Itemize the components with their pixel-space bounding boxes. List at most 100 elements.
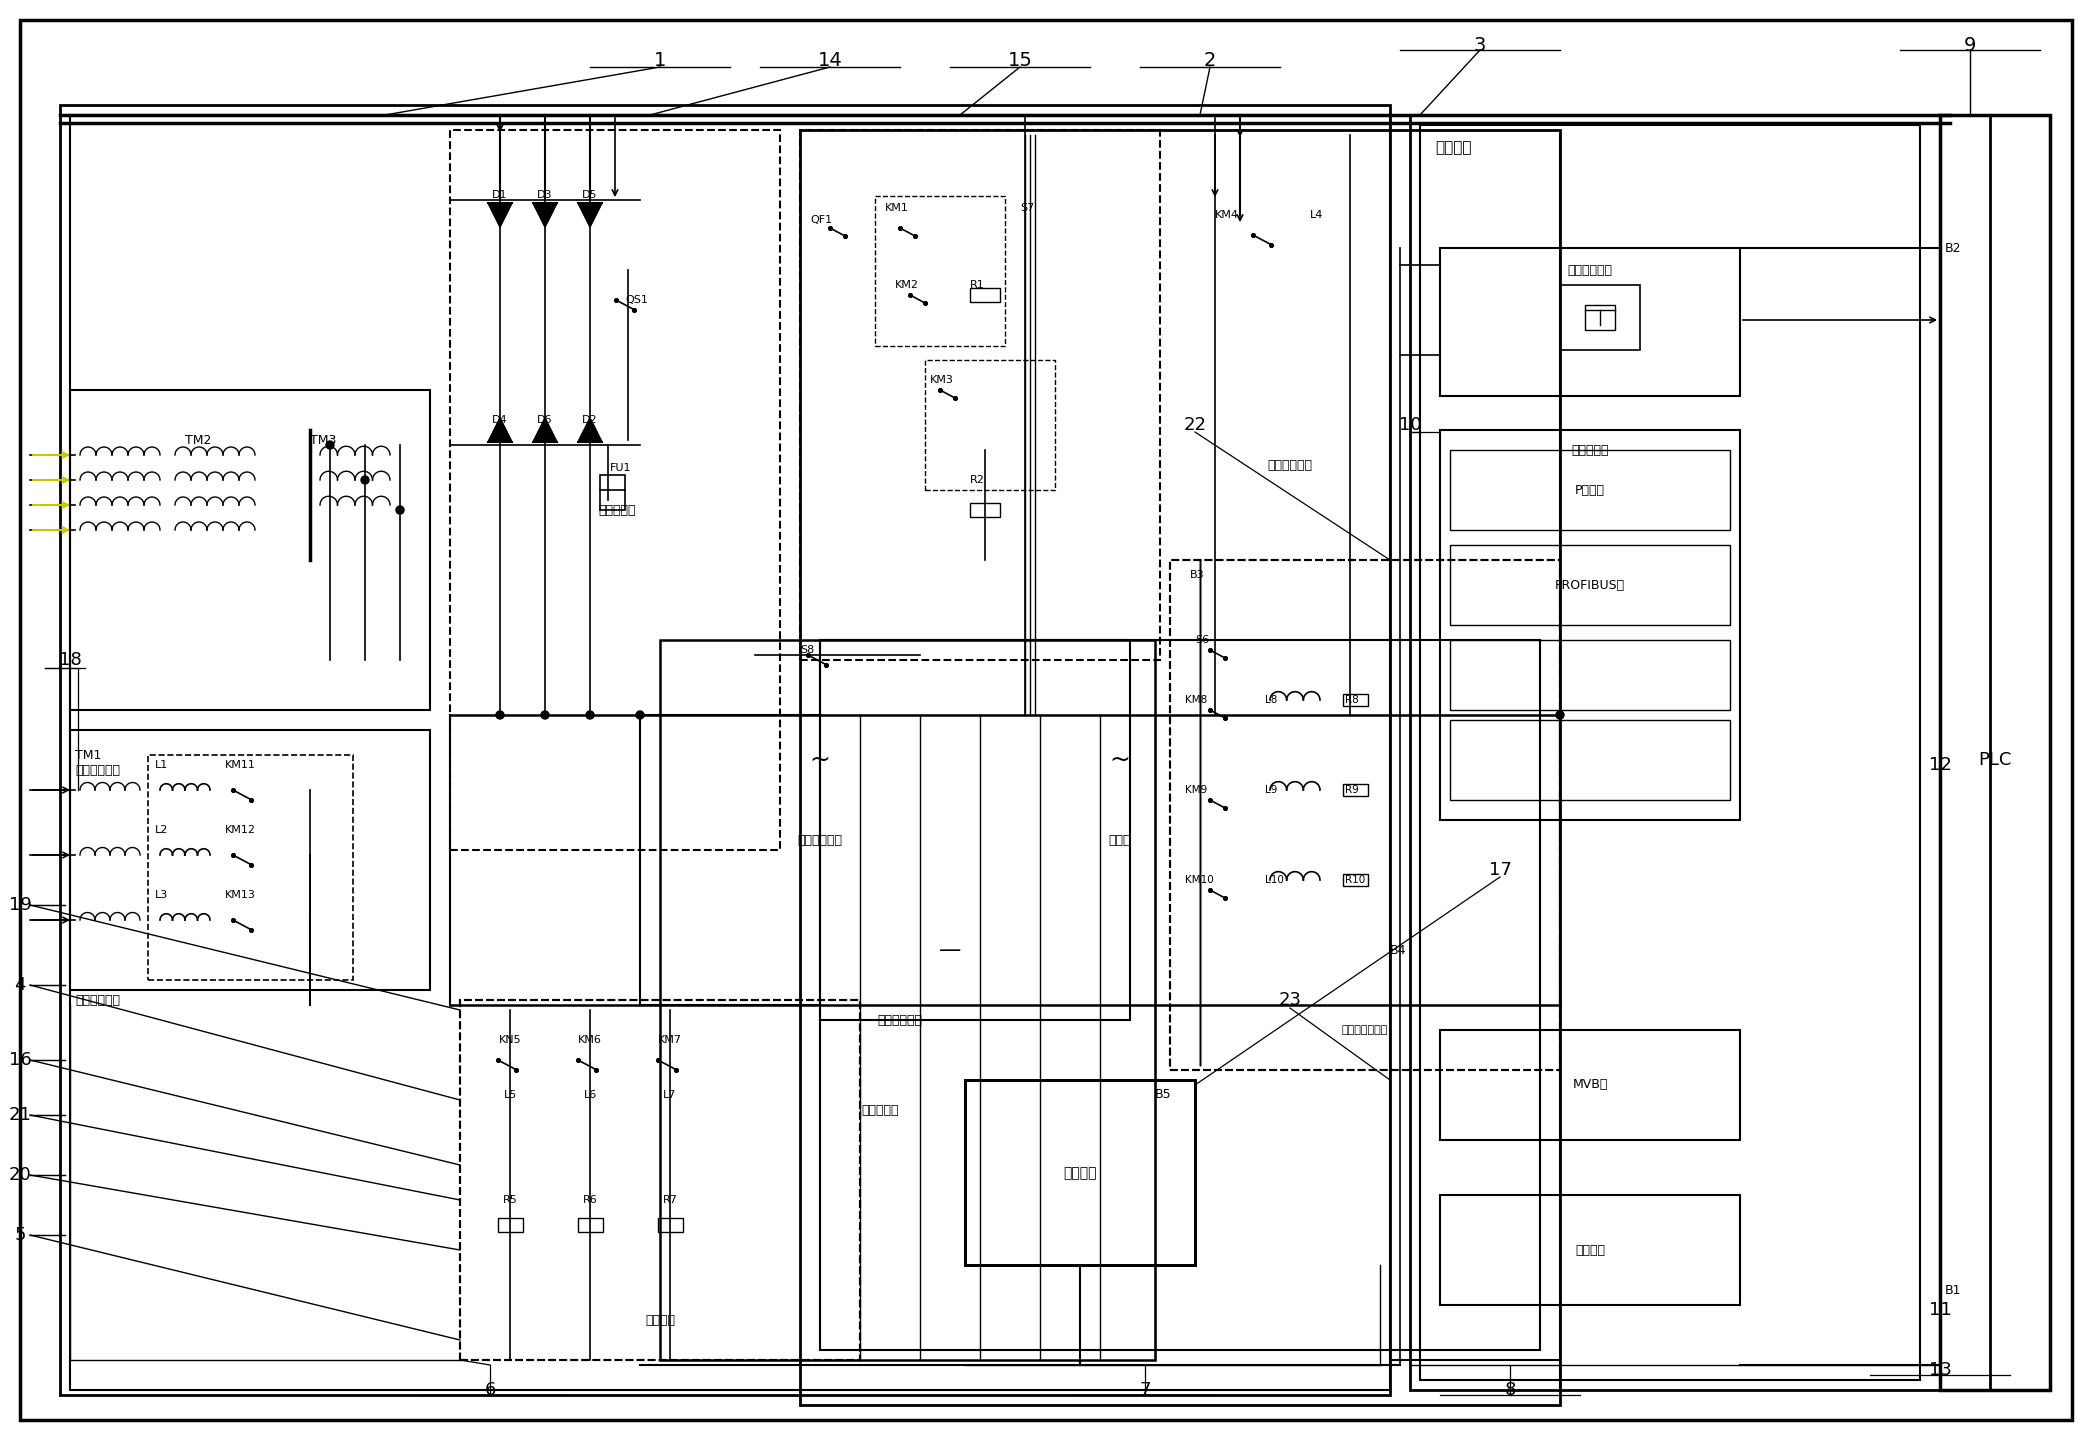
Text: 阻抗负载: 阻抗负载	[644, 1313, 676, 1326]
Text: KM3: KM3	[931, 374, 954, 384]
Bar	[799, 130, 1159, 660]
Text: KM13: KM13	[226, 890, 255, 900]
Bar	[600, 475, 626, 510]
Bar	[1561, 285, 1640, 350]
Bar	[799, 130, 1561, 1405]
Text: S6: S6	[1195, 635, 1209, 645]
Text: L2: L2	[155, 825, 167, 835]
Text: L3: L3	[155, 890, 167, 900]
Bar	[450, 130, 780, 850]
Polygon shape	[487, 203, 513, 228]
Text: 10: 10	[1400, 416, 1420, 433]
Bar	[874, 196, 1004, 346]
Text: S8: S8	[799, 645, 814, 655]
Bar	[925, 360, 1054, 490]
Circle shape	[496, 711, 504, 719]
Text: 22: 22	[1184, 416, 1207, 433]
Bar	[820, 639, 1540, 1351]
Bar	[69, 730, 431, 991]
Text: 6: 6	[485, 1381, 496, 1400]
Text: B5: B5	[1155, 1089, 1172, 1102]
Text: B3: B3	[1190, 570, 1205, 580]
Text: 16: 16	[8, 1051, 31, 1068]
Text: 信号调理电路: 信号调理电路	[1567, 264, 1613, 276]
Text: KM4: KM4	[1215, 210, 1238, 220]
Bar	[460, 999, 860, 1359]
Bar	[149, 755, 354, 981]
Circle shape	[586, 711, 594, 719]
Text: ~: ~	[1109, 747, 1130, 772]
Bar	[820, 639, 1130, 1020]
Text: B1: B1	[1946, 1283, 1962, 1296]
Text: TM1: TM1	[75, 749, 100, 762]
Text: L6: L6	[584, 1090, 596, 1100]
Text: 牵引变流器: 牵引变流器	[862, 1103, 900, 1116]
Text: 逆变器阻抗负载: 逆变器阻抗负载	[1341, 1025, 1389, 1035]
Text: KM9: KM9	[1184, 785, 1207, 795]
Bar	[1343, 783, 1368, 796]
Text: 冷却系统: 冷却系统	[1063, 1166, 1096, 1179]
Text: 1: 1	[655, 50, 665, 69]
Text: 工业计算机: 工业计算机	[1571, 444, 1609, 456]
Polygon shape	[533, 203, 556, 228]
Bar	[1450, 544, 1730, 625]
Bar	[1343, 694, 1368, 706]
Text: 20: 20	[8, 1166, 31, 1184]
Polygon shape	[577, 418, 602, 442]
Text: R7: R7	[663, 1195, 678, 1205]
Text: 8: 8	[1504, 1381, 1517, 1400]
Bar	[1450, 639, 1730, 710]
Polygon shape	[577, 203, 602, 228]
Text: 过压斩波电路: 过压斩波电路	[877, 1014, 923, 1027]
Text: R5: R5	[502, 1195, 517, 1205]
Circle shape	[1556, 711, 1565, 719]
Text: 13: 13	[1929, 1361, 1952, 1380]
Text: 充流电回路: 充流电回路	[598, 504, 636, 517]
Bar	[659, 639, 1155, 1359]
Text: 测控系统: 测控系统	[1435, 141, 1471, 156]
Text: R8: R8	[1345, 696, 1358, 706]
Text: TM2: TM2	[184, 433, 211, 446]
Text: 机车模拟电源: 机车模拟电源	[75, 994, 119, 1007]
Text: D3: D3	[538, 190, 552, 200]
Text: KM7: KM7	[659, 1035, 682, 1045]
Text: PROFIBUS卡: PROFIBUS卡	[1554, 579, 1625, 592]
Bar	[1169, 560, 1561, 1070]
Text: KM11: KM11	[226, 760, 255, 770]
Text: D1: D1	[492, 190, 508, 200]
Circle shape	[395, 505, 404, 514]
Text: 12: 12	[1929, 756, 1952, 775]
Text: L9: L9	[1266, 785, 1278, 795]
Text: 2: 2	[1203, 50, 1215, 69]
Text: P采集卡: P采集卡	[1575, 484, 1605, 497]
Bar	[971, 503, 1000, 517]
Text: B2: B2	[1946, 242, 1962, 255]
Text: R10: R10	[1345, 876, 1366, 886]
Text: 11: 11	[1929, 1300, 1952, 1319]
Text: R2: R2	[971, 475, 985, 485]
Text: TM3: TM3	[310, 433, 337, 446]
Bar	[1169, 560, 1561, 1070]
Bar	[69, 115, 1389, 1390]
Bar	[1410, 115, 1989, 1390]
Bar	[1450, 720, 1730, 801]
Text: R1: R1	[971, 279, 985, 289]
Text: L8: L8	[1266, 696, 1278, 706]
Text: 4: 4	[15, 976, 25, 994]
Text: B4: B4	[1389, 943, 1406, 956]
Bar	[1439, 248, 1741, 396]
Bar	[1420, 125, 1920, 1380]
Text: KM1: KM1	[885, 203, 908, 213]
Text: QF1: QF1	[810, 215, 833, 225]
Bar	[1586, 305, 1615, 330]
Text: KM8: KM8	[1184, 696, 1207, 706]
Text: MVB卡: MVB卡	[1573, 1079, 1607, 1092]
Text: 四象限整流器: 四象限整流器	[797, 834, 843, 847]
Text: 18: 18	[59, 651, 82, 670]
Text: 控制电源: 控制电源	[1575, 1244, 1605, 1257]
Text: KM2: KM2	[895, 279, 918, 289]
Bar	[971, 288, 1000, 302]
Bar	[460, 999, 860, 1359]
Text: D4: D4	[492, 415, 508, 425]
Text: 15: 15	[1008, 50, 1033, 69]
